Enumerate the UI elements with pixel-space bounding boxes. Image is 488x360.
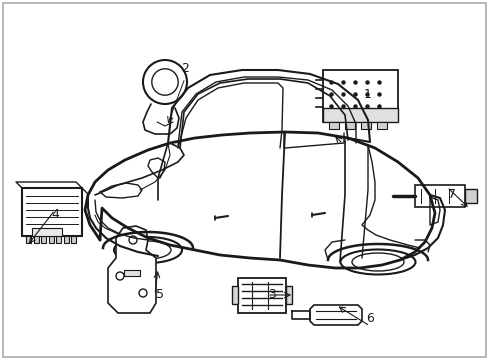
Text: 5: 5 [156,288,163,302]
Polygon shape [309,305,361,325]
FancyBboxPatch shape [231,286,238,304]
FancyBboxPatch shape [414,185,464,207]
FancyBboxPatch shape [376,122,386,129]
Ellipse shape [351,253,403,271]
FancyBboxPatch shape [63,236,68,243]
Text: 4: 4 [51,208,59,221]
Ellipse shape [151,69,178,95]
Text: 2: 2 [181,62,188,75]
Text: 6: 6 [366,311,373,324]
FancyBboxPatch shape [56,236,61,243]
Ellipse shape [340,249,415,274]
Ellipse shape [142,60,186,104]
FancyBboxPatch shape [285,286,291,304]
FancyBboxPatch shape [48,236,53,243]
FancyBboxPatch shape [323,108,397,122]
FancyBboxPatch shape [464,189,476,203]
FancyBboxPatch shape [71,236,76,243]
FancyBboxPatch shape [238,278,285,313]
Ellipse shape [114,237,182,263]
FancyBboxPatch shape [22,188,82,236]
FancyBboxPatch shape [32,228,62,236]
FancyBboxPatch shape [34,236,39,243]
FancyBboxPatch shape [41,236,46,243]
Ellipse shape [125,241,171,259]
Polygon shape [108,226,156,313]
FancyBboxPatch shape [323,70,397,122]
FancyBboxPatch shape [124,270,140,276]
Text: 3: 3 [267,288,275,302]
Text: 1: 1 [364,89,371,102]
Text: 7: 7 [447,189,455,202]
FancyBboxPatch shape [26,236,31,243]
FancyBboxPatch shape [345,122,354,129]
FancyBboxPatch shape [328,122,338,129]
FancyBboxPatch shape [360,122,370,129]
